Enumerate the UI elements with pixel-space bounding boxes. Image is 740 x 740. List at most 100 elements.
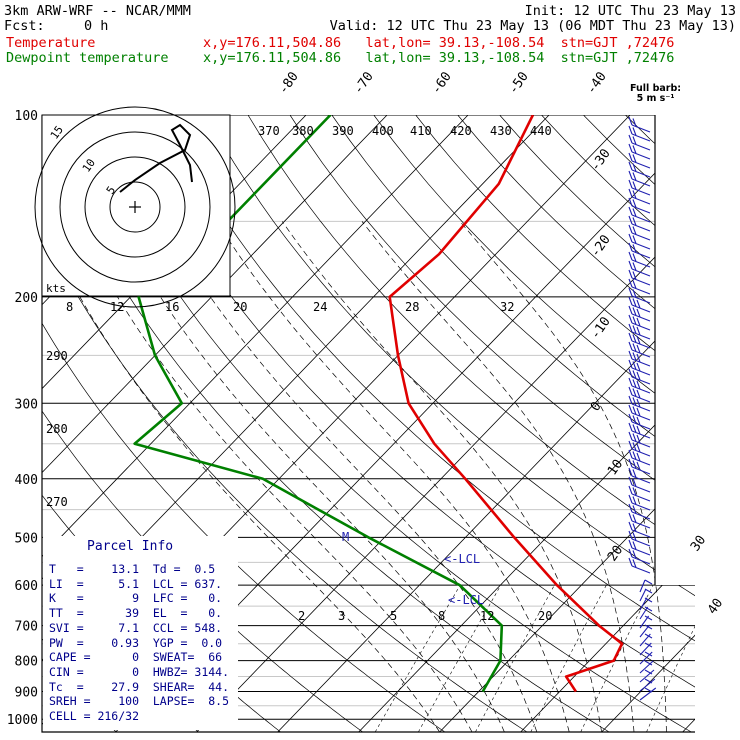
temperature-location-info: x,y=176.11,504.86 lat,lon= 39.13,-108.54… [203,35,675,51]
moist-adiabat-line [42,221,440,732]
hodograph-ring-label: 15 [48,123,66,141]
isotherm-line [196,115,695,732]
mixing-ratio-line [374,585,461,732]
theta-label: 270 [46,495,68,509]
wind-barb [639,687,657,701]
wind-barb [628,323,651,340]
init-time: Init: 12 UTC Thu 23 May 13 [524,3,736,19]
parcel-info-title: Parcel Info [87,539,174,554]
wind-barb [628,521,651,538]
mixing-ratio-line [530,585,607,732]
isotherm-tick-label: -30 [588,146,614,174]
theta-label: 420 [450,124,472,138]
isotherm-tick-label: 40 [705,596,726,617]
theta-label: 440 [530,124,552,138]
mixing-ratio-line [418,585,502,732]
parcel-info-panel: Parcel Info T = 13.1 Td = 0.5 LI = 5.1 LC… [43,536,238,730]
hodograph-units: kts [46,282,66,295]
annotation-lcl-1: <-LCL [444,552,480,566]
wind-barb [639,579,653,593]
theta-label: 430 [490,124,512,138]
speed-scale-label: 16 [165,300,179,314]
wind-barb [628,494,651,511]
mixing-ratio-line [475,585,555,732]
dry-adiabat-line [373,115,695,732]
isotherm-tick-label: -70 [351,69,377,97]
pressure-tick-label: 300 [15,397,38,412]
full-barb-title: Full barb: [630,83,682,94]
moist-adiabat-line [281,221,602,732]
mixing-ratio-label: 20 [538,609,552,623]
fcst-value: 0 h [84,18,109,34]
wind-barb [628,386,651,403]
theta-label: 290 [46,349,68,363]
pressure-tick-label: 1000 [7,713,38,728]
wind-barb [628,251,651,268]
moist-adiabat-line [76,221,473,732]
isotherm-line [520,115,695,732]
wind-barb [639,615,653,629]
temperature-profile-line [388,115,624,693]
wind-barb [628,278,651,295]
speed-scale-label: 32 [500,300,514,314]
parcel-info-row: PW = 0.93 YGP = 0.0 [49,635,223,650]
wind-barb [639,588,653,602]
wind-barb [628,476,651,493]
wind-barb [628,341,651,358]
hodograph-trace [119,123,193,193]
wind-barb [628,557,651,574]
wind-barb [628,305,651,322]
full-barb-value: 5 m s⁻¹ [636,93,675,104]
wind-barb [628,413,651,430]
dry-adiabat-line [625,115,695,732]
isotherm-tick-label: -20 [588,232,614,260]
wind-barb [628,449,651,466]
dry-adiabat-line [42,115,610,732]
isotherm-line [358,115,695,732]
mixing-ratio-label: 5 [390,609,397,623]
pressure-tick-label: 700 [15,620,38,635]
pressure-tick-label: 400 [15,473,38,488]
wind-barb [639,660,654,674]
dry-adiabat-line [709,115,740,732]
wind-barb [628,395,651,412]
isotherm-line [601,115,695,732]
wind-barb [628,152,651,169]
wind-barb [639,597,653,611]
wind-barb [628,377,651,394]
wind-barb [639,678,656,692]
moist-adiabat-line [361,221,635,732]
isotherm-tick-label: -80 [276,69,302,97]
parcel-info-row: LI = 5.1 LCL = 637. [49,576,223,591]
wind-barb [639,651,653,665]
wind-barb [628,350,651,367]
wind-barb [628,125,651,142]
wind-barb [628,116,651,133]
dry-adiabat-line [42,115,446,732]
wind-barb [628,242,651,259]
full-barb-legend: Full barb: 5 m s⁻¹ [630,84,681,104]
hodograph-ring [59,131,211,283]
plot-frame [41,115,695,733]
temperature-label: Temperature [6,35,96,51]
isotherm-tick-label: -50 [506,69,532,97]
parcel-info-row: SREH = 100 LAPSE= 8.5 [49,694,230,709]
dry-adiabat-line [289,115,695,732]
speed-scale-label: 24 [313,300,327,314]
isotherm-line [277,115,695,732]
wind-barb [628,314,651,331]
dry-adiabat-line [331,115,695,732]
isotherm-tick-label: 10 [605,457,626,478]
wind-barb [628,296,651,313]
moist-adiabat-line [216,221,570,732]
isotherm-tick-label: 20 [605,543,626,564]
parcel-info-row: K = 9 LFC = 0. [49,591,223,606]
parcel-info-row: Tc = 27.9 SHEAR= 44. [49,679,230,694]
wind-barb [639,633,653,647]
wind-barb [628,539,651,556]
wind-barb [628,143,651,160]
dry-adiabat-line [163,115,695,732]
wind-barb [628,260,651,277]
parcel-info-row: SVI = 7.1 CCL = 548. [49,620,223,635]
